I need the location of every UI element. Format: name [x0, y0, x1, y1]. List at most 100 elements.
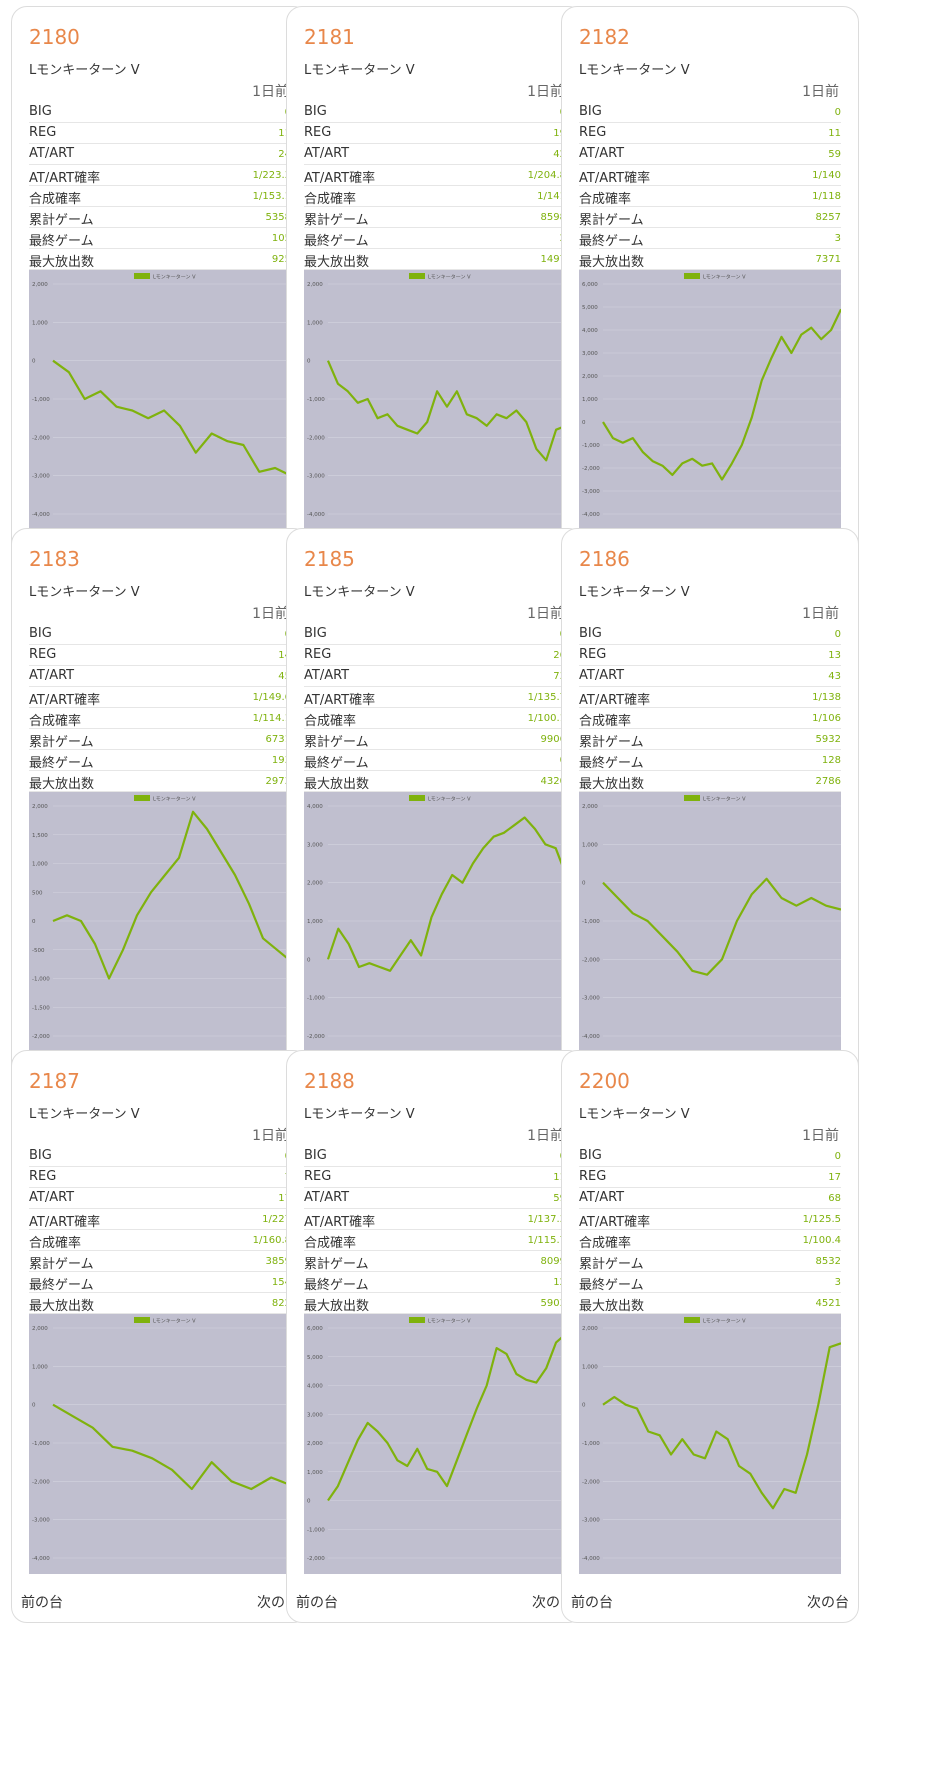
y-tick-label: -1,000: [582, 919, 600, 925]
chart-plot-area: [304, 1314, 566, 1574]
column-header-1day-ago: 1日前: [527, 84, 564, 100]
stats-row: AT/ART 42: [304, 144, 566, 165]
stat-label: BIG: [29, 1148, 52, 1163]
y-tick-label: 4,000: [307, 804, 323, 810]
stat-value: 1/100.1: [527, 713, 566, 724]
legend-label: Lモンキーターン V: [153, 1318, 196, 1325]
legend-swatch: [134, 273, 150, 279]
column-header-1day-ago: 1日前: [802, 606, 839, 622]
machine-number[interactable]: 2182: [579, 25, 630, 49]
y-tick-label: 0: [307, 359, 311, 365]
stats-row: 累計ゲーム 3859: [29, 1251, 291, 1272]
stat-label: 最終ゲーム: [29, 1278, 94, 1293]
machine-number[interactable]: 2186: [579, 547, 630, 571]
stat-value: 73: [553, 671, 566, 682]
next-machine-link[interactable]: 次の台: [807, 1595, 849, 1611]
machine-number[interactable]: 2185: [304, 547, 355, 571]
stat-value: 24: [278, 149, 291, 160]
stat-value: 1/100.4: [802, 1235, 841, 1246]
stat-value: 2973: [265, 776, 291, 787]
y-tick-label: 6,000: [582, 282, 598, 288]
machine-card-2183: 2183 Lモンキーターン V 1日前 BIG0REG14AT/ART45AT/…: [11, 528, 309, 1101]
y-tick-label: 0: [307, 1499, 311, 1505]
stat-label: REG: [29, 125, 57, 140]
stat-label: AT/ART: [29, 668, 75, 683]
stat-label: 累計ゲーム: [579, 213, 644, 228]
prev-machine-link[interactable]: 前の台: [21, 1595, 63, 1611]
stat-value: 8099: [540, 1256, 566, 1267]
y-tick-label: 2,000: [582, 804, 598, 810]
stats-row: AT/ART 73: [304, 666, 566, 687]
y-tick-label: -4,000: [582, 1556, 600, 1562]
stats-row: 最終ゲーム0: [304, 750, 566, 771]
stat-value: 13: [828, 650, 841, 661]
y-tick-label: 3,000: [307, 842, 323, 848]
stat-value: 105: [271, 233, 291, 244]
legend-swatch: [684, 795, 700, 801]
machine-card-2181: 2181 Lモンキーターン V 1日前 BIG0REG19AT/ART42AT/…: [286, 6, 584, 579]
column-header-1day-ago: 1日前: [252, 606, 289, 622]
y-tick-label: 0: [32, 1403, 36, 1409]
stats-row: REG 19: [304, 123, 566, 144]
y-tick-label: 1,000: [582, 397, 598, 403]
stats-row: AT/ART確率 1/140: [579, 165, 841, 186]
y-tick-label: 2,000: [32, 804, 48, 810]
stats-row: AT/ART確率 1/125.5: [579, 1209, 841, 1230]
stat-label: 累計ゲーム: [29, 213, 94, 228]
machine-card-2188: 2188 Lモンキーターン V 1日前 BIG0REG11AT/ART59AT/…: [286, 1050, 584, 1623]
stats-row: 最終ゲーム2: [304, 228, 566, 249]
stat-value: 1/141: [537, 191, 566, 202]
machine-number[interactable]: 2183: [29, 547, 80, 571]
machine-card-2182: 2182 Lモンキーターン V 1日前 BIG 0 REG 11 AT/ART 59 AT/…: [561, 6, 859, 579]
stat-label: 合成確率: [304, 1236, 357, 1251]
y-tick-label: 1,000: [32, 320, 48, 326]
stat-label: BIG: [304, 104, 327, 119]
stat-value: 128: [821, 755, 841, 766]
machine-number[interactable]: 2188: [304, 1069, 355, 1093]
machine-number[interactable]: 2181: [304, 25, 355, 49]
stat-label: 合成確率: [579, 714, 632, 729]
machine-number[interactable]: 2200: [579, 1069, 630, 1093]
stat-label: 最大放出数: [304, 255, 370, 270]
prev-machine-link[interactable]: 前の台: [296, 1595, 338, 1611]
slump-graph: 2,000 1,000 0 -1,000 -2,000 -3,000 -4,000 Lモンキー…: [579, 1314, 841, 1574]
stats-table: BIG 0 REG 13 AT/ART 43 AT/ART確率 1/138 合成確率 1/106 累…: [579, 624, 841, 792]
stat-value: 1/149.6: [252, 692, 291, 703]
prev-machine-link[interactable]: 前の台: [571, 1595, 613, 1611]
y-tick-label: -1,000: [307, 1527, 325, 1533]
series-line: [52, 359, 291, 477]
stats-row: 最終ゲーム 12: [304, 1272, 566, 1293]
stat-label: 最終ゲーム: [304, 756, 369, 771]
stat-value: 12: [553, 1277, 566, 1288]
slump-graph: 4,000 3,000 2,000 1,000 0 -1,000 -2,000 Lモンキーター…: [304, 792, 566, 1052]
stats-row: AT/ART確率 1/223.3: [29, 165, 291, 186]
stats-row: AT/ART確率 1/227: [29, 1209, 291, 1230]
stat-value: 17: [828, 1172, 841, 1183]
y-tick-label: -3,000: [307, 474, 325, 480]
stat-value: 1/138: [812, 692, 841, 703]
stat-label: AT/ART: [29, 146, 75, 161]
stat-label: 最大放出数: [304, 1299, 370, 1314]
stats-row: 合成確率 1/160.8: [29, 1230, 291, 1251]
stat-value: 1/125.5: [802, 1214, 841, 1225]
machine-number[interactable]: 2180: [29, 25, 80, 49]
stat-label: 最大放出数: [304, 777, 370, 792]
stats-row: 最終ゲーム 3: [579, 228, 841, 249]
y-tick-label: -4,000: [582, 1034, 600, 1040]
stats-table: BIG 0 REG 11 AT/ART 59 AT/ART確率 1/140 合成確率 1/118 累…: [579, 102, 841, 270]
stat-value: 1/227: [262, 1214, 291, 1225]
stats-row: REG7: [29, 1167, 291, 1188]
stats-row: REG 17: [579, 1167, 841, 1188]
legend-label: Lモンキーターン V: [153, 796, 196, 803]
machine-number[interactable]: 2187: [29, 1069, 80, 1093]
legend-swatch: [409, 795, 425, 801]
stat-label: BIG: [579, 104, 602, 119]
stats-row: AT/ART確率 1/204.8: [304, 165, 566, 186]
stats-row: 最大放出数 925: [29, 249, 291, 270]
y-tick-label: 5,000: [582, 305, 598, 311]
stat-value: 1/106: [812, 713, 841, 724]
